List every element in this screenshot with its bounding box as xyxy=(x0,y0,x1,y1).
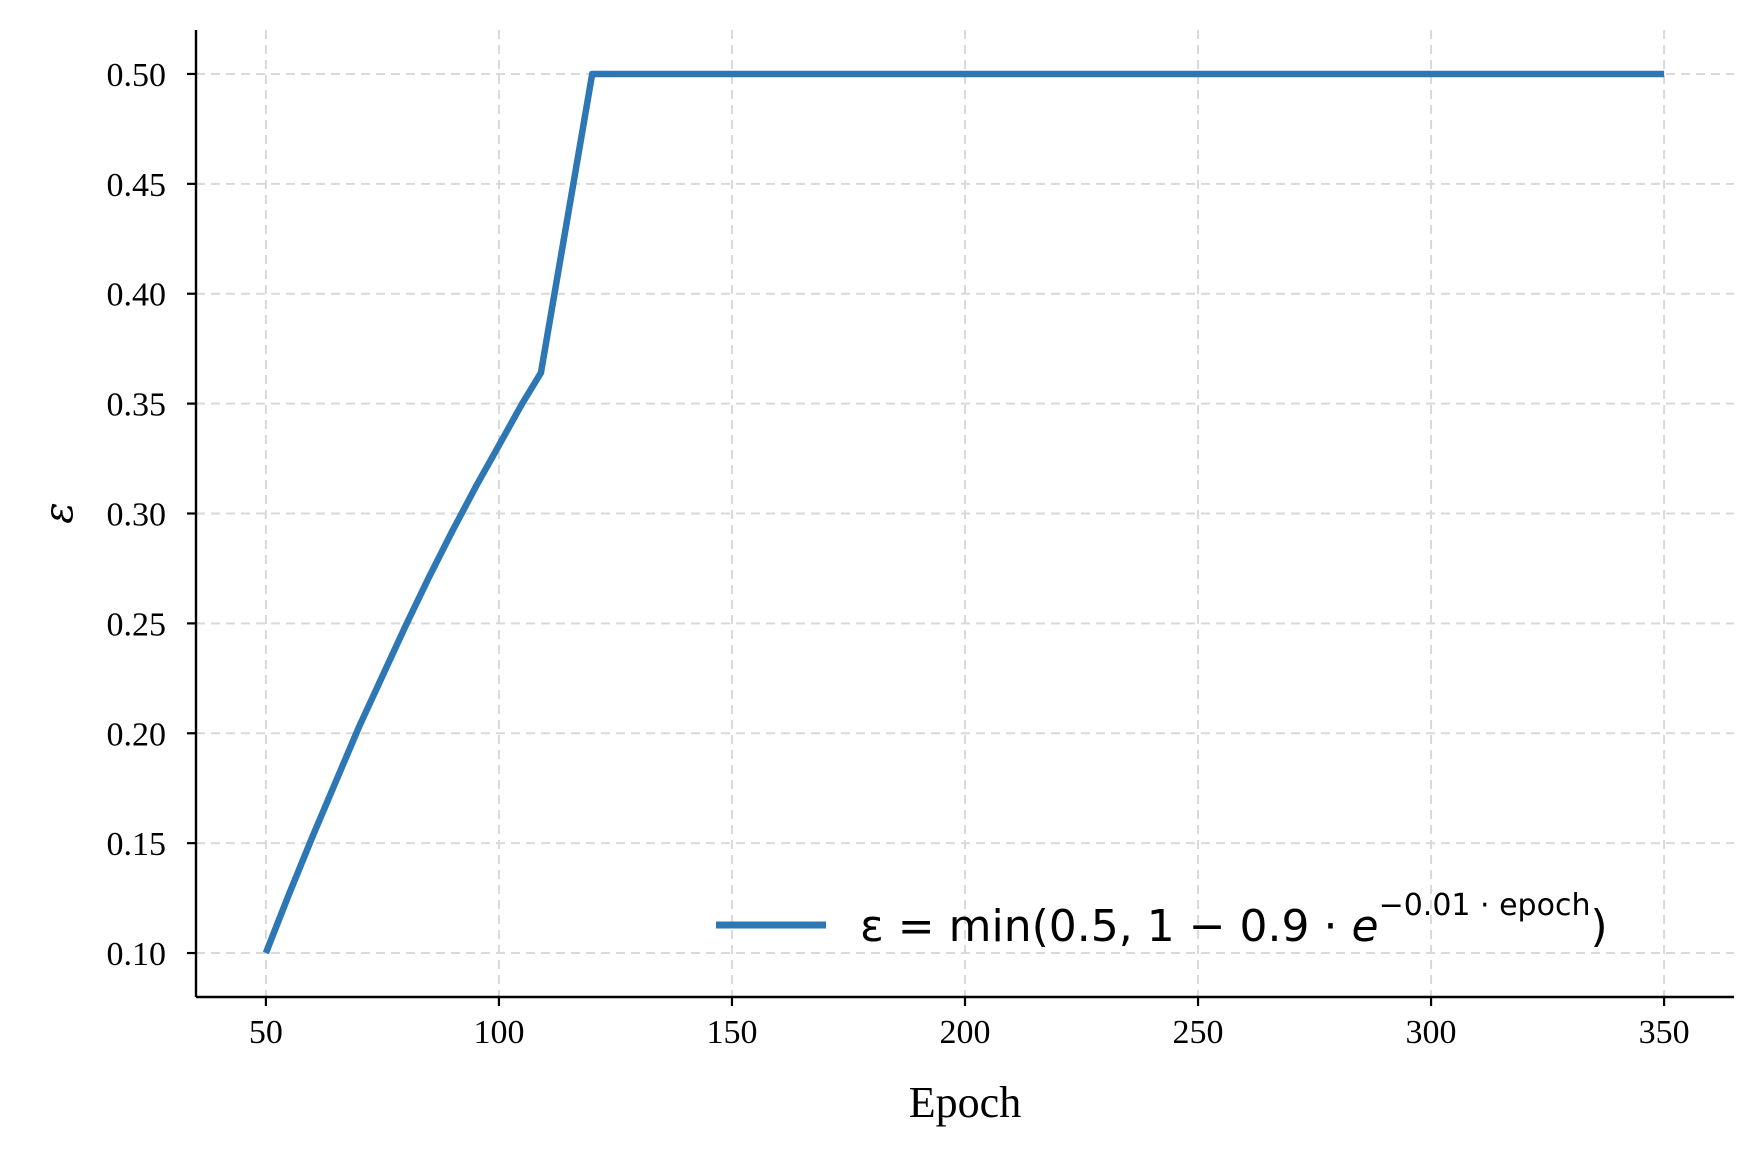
y-tick-label: 0.15 xyxy=(107,826,167,863)
y-tick-label: 0.25 xyxy=(107,606,167,643)
x-tick-label: 100 xyxy=(473,1014,524,1051)
x-tick-label: 200 xyxy=(940,1014,991,1051)
x-ticks: 50 100 150 200 250 300 350 xyxy=(249,997,1690,1051)
y-tick-label: 0.35 xyxy=(107,387,167,424)
y-tick-label: 0.30 xyxy=(107,497,167,534)
legend-prefix: ε = min(0.5, 1 − 0.9 · xyxy=(860,901,1351,952)
y-tick-label: 0.20 xyxy=(107,716,167,753)
grid xyxy=(196,30,1734,997)
x-tick-label: 250 xyxy=(1173,1014,1224,1051)
legend-base: e xyxy=(1351,901,1378,952)
y-ticks: 0.10 0.15 0.20 0.25 0.30 0.35 0.40 0.45 0.50 xyxy=(107,57,196,973)
x-tick-label: 50 xyxy=(249,1014,283,1051)
x-axis-label: Epoch xyxy=(909,1078,1021,1127)
y-axis-label: ε xyxy=(36,502,82,523)
legend-suffix: ) xyxy=(1590,901,1607,952)
legend-exponent: −0.01 · epoch xyxy=(1379,888,1591,923)
x-tick-label: 300 xyxy=(1406,1014,1457,1051)
legend-label: ε = min(0.5, 1 − 0.9 · e−0.01 · epoch) xyxy=(860,888,1608,952)
y-tick-label: 0.10 xyxy=(107,936,167,973)
y-tick-label: 0.40 xyxy=(107,277,167,314)
y-tick-label: 0.50 xyxy=(107,57,167,94)
x-tick-label: 150 xyxy=(706,1014,757,1051)
series-layer xyxy=(262,70,1665,955)
x-tick-label: 350 xyxy=(1639,1014,1690,1051)
legend: ε = min(0.5, 1 − 0.9 · e−0.01 · epoch) xyxy=(716,888,1608,952)
y-tick-label: 0.45 xyxy=(107,167,167,204)
series-line xyxy=(262,70,1665,955)
